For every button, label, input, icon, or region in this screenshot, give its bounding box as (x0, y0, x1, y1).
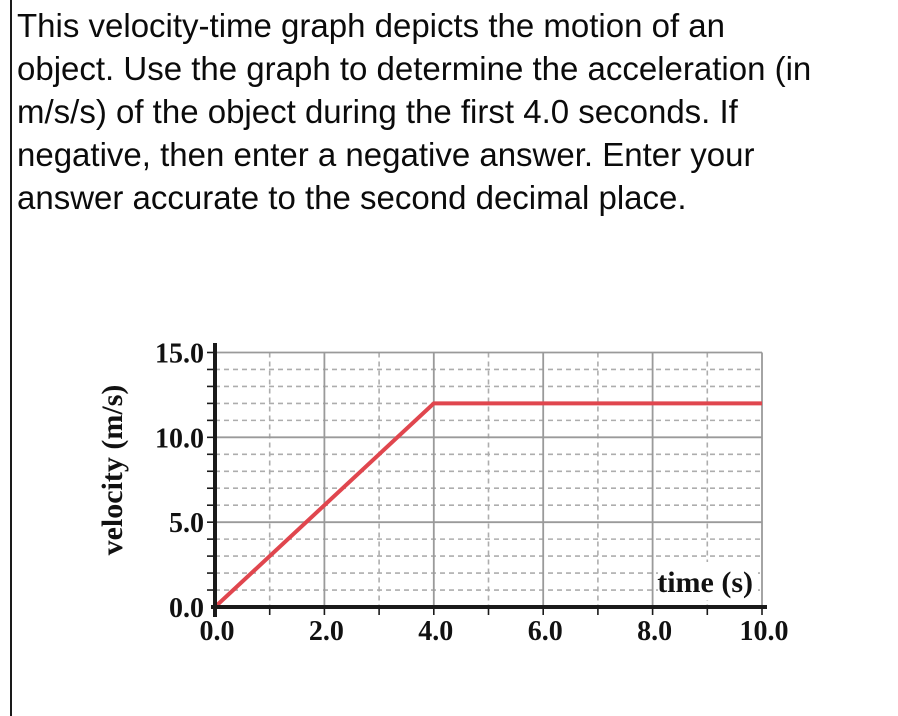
x-axis-title: time (s) (657, 566, 753, 599)
x-tick-mark (214, 609, 216, 615)
y-axis (213, 343, 217, 617)
y-tick-label: 15.0 (155, 338, 204, 369)
velocity-time-graph-svg: 0.0 2.0 4.0 6.0 8.0 10.0 0.0 5.0 10.0 15.0 velocit… (96, 338, 789, 647)
y-tick-label: 0.0 (169, 593, 204, 624)
x-tick-mark (651, 609, 654, 615)
x-tick-mark (542, 609, 544, 615)
velocity-time-graph: 0.0 2.0 4.0 6.0 8.0 10.0 0.0 5.0 10.0 15.0 velocit… (0, 330, 898, 716)
velocity-line (213, 401, 762, 609)
question-line: answer accurate to the second decimal pl… (17, 179, 687, 216)
x-tick-mark (323, 609, 326, 615)
y-tick-mark (207, 589, 213, 591)
x-tick-label: 6.0 (528, 616, 563, 647)
y-tick-mark (207, 385, 213, 388)
y-tick-mark (207, 419, 213, 422)
x-tick-label: 4.0 (418, 616, 453, 647)
question-line: object. Use the graph to determine the a… (17, 50, 812, 87)
x-tick-mark (378, 609, 380, 615)
x-tick-mark (761, 609, 763, 615)
y-tick-mark (207, 470, 213, 473)
y-tick-mark (207, 436, 213, 439)
y-tick-mark (207, 453, 213, 456)
y-tick-mark (207, 487, 213, 490)
x-tick-mark (268, 609, 271, 615)
x-tick-label: 0.0 (200, 616, 235, 647)
x-tick-mark (597, 609, 599, 615)
y-tick-label: 5.0 (169, 508, 204, 539)
question-text: This velocity-time graph depicts the mot… (17, 4, 893, 219)
time-label-background (658, 562, 758, 600)
x-tick-mark (433, 609, 435, 615)
question-line: This velocity-time graph depicts the mot… (17, 7, 726, 44)
y-tick-mark (207, 504, 213, 506)
y-tick-mark (207, 521, 213, 523)
y-axis-title: velocity (m/s) (96, 385, 129, 556)
x-tick-mark (706, 609, 709, 615)
x-tick-mark (487, 609, 490, 615)
x-tick-label: 2.0 (309, 616, 344, 647)
y-tick-mark (207, 351, 213, 354)
y-tick-mark (207, 402, 213, 405)
question-line: negative, then enter a negative answer. … (17, 136, 755, 173)
y-tick-label: 10.0 (155, 423, 204, 454)
y-tick-mark (207, 555, 213, 557)
y-tick-mark (207, 572, 213, 574)
y-tick-mark (207, 538, 213, 540)
page-left-border (10, 0, 12, 716)
x-tick-label: 8.0 (637, 616, 672, 647)
x-axis (211, 605, 767, 609)
x-tick-label: 10.0 (740, 616, 789, 647)
question-line: m/s/s) of the object during the first 4.… (17, 93, 738, 130)
y-tick-mark (207, 368, 213, 371)
